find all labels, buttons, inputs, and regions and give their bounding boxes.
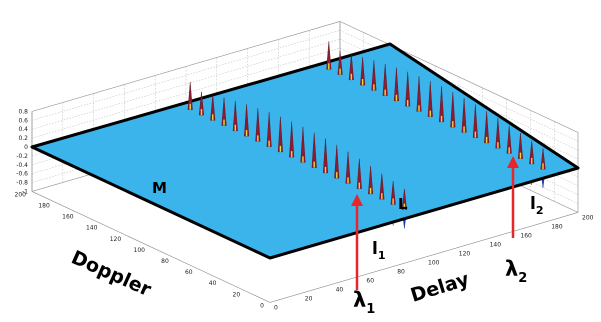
label-l2-base: l (530, 194, 536, 214)
y-tick-label: 200 (15, 191, 27, 198)
x-tick-label: 120 (459, 250, 471, 257)
x-tick-label: 180 (551, 223, 563, 230)
y-tick-label: 180 (38, 203, 50, 210)
x-tick-label: 60 (366, 277, 374, 284)
x-tick-label: 20 (305, 295, 313, 302)
y-tick-label: 100 (134, 247, 146, 254)
label-l1: l1 (372, 239, 385, 262)
z-tick-label: 0.6 (18, 117, 28, 124)
z-tick-label: 0.2 (18, 135, 28, 142)
z-tick-label: 0.8 (18, 108, 28, 115)
grid-z-8 (31, 30, 579, 142)
y-tick-label: 160 (62, 214, 74, 221)
xlabel: Delay (408, 268, 472, 307)
label-L: L (398, 195, 408, 213)
label-l2-sub: 2 (536, 204, 544, 217)
ylabel: Doppler (68, 246, 155, 301)
arrow-lambda2-head (507, 156, 519, 168)
grid-z-7 (31, 38, 579, 151)
label-lambda1: λ1 (353, 288, 375, 317)
arrow-lambda1 (351, 194, 363, 290)
label-M: M (152, 179, 167, 197)
grid-z-9 (31, 21, 579, 133)
floor-edge (31, 191, 579, 303)
y-tick-label: 40 (209, 280, 217, 287)
y-tick-label: 140 (86, 225, 98, 232)
z-tick-label: -0.4 (16, 162, 28, 169)
y-tick-label: 0 (260, 302, 264, 309)
arrow-lambda1-head (351, 194, 363, 206)
label-lambda1-sub: 1 (366, 302, 375, 317)
delay-doppler-plane (30, 42, 580, 260)
z-tick-label: -1 (22, 188, 28, 195)
x-tick-label: 0 (274, 304, 278, 311)
z-tick-label: 0.4 (18, 126, 28, 133)
label-lambda2-base: λ (505, 257, 518, 281)
label-lambda2-sub: 2 (518, 271, 527, 286)
z-tick-label: -0.8 (16, 180, 28, 187)
x-tick-label: 200 (582, 214, 594, 221)
x-tick-label: 40 (336, 286, 344, 293)
label-l2: l2 (530, 194, 543, 217)
label-lambda1-base: λ (353, 288, 366, 312)
x-tick-label: 100 (428, 259, 440, 266)
x-tick-label: 140 (490, 241, 502, 248)
y-tick-label: 60 (185, 269, 193, 276)
x-tick-label: 160 (520, 232, 532, 239)
z-tick-label: -0.2 (16, 153, 28, 160)
z-tick-label: -0.6 (16, 171, 28, 178)
arrow-lambda2 (507, 156, 519, 238)
y-tick-label: 20 (233, 291, 241, 298)
label-lambda2: λ2 (505, 257, 527, 286)
y-tick-label: 80 (161, 258, 169, 265)
tick-labels: -1-0.8-0.6-0.4-0.200.20.40.60.8020406080… (15, 108, 594, 311)
y-tick-label: 120 (110, 236, 122, 243)
label-l1-base: l (372, 239, 378, 259)
label-l1-sub: 1 (378, 249, 386, 262)
x-tick-label: 80 (397, 268, 405, 275)
front-ridge-spikes (187, 41, 546, 210)
z-tick-label: 0 (24, 144, 28, 151)
